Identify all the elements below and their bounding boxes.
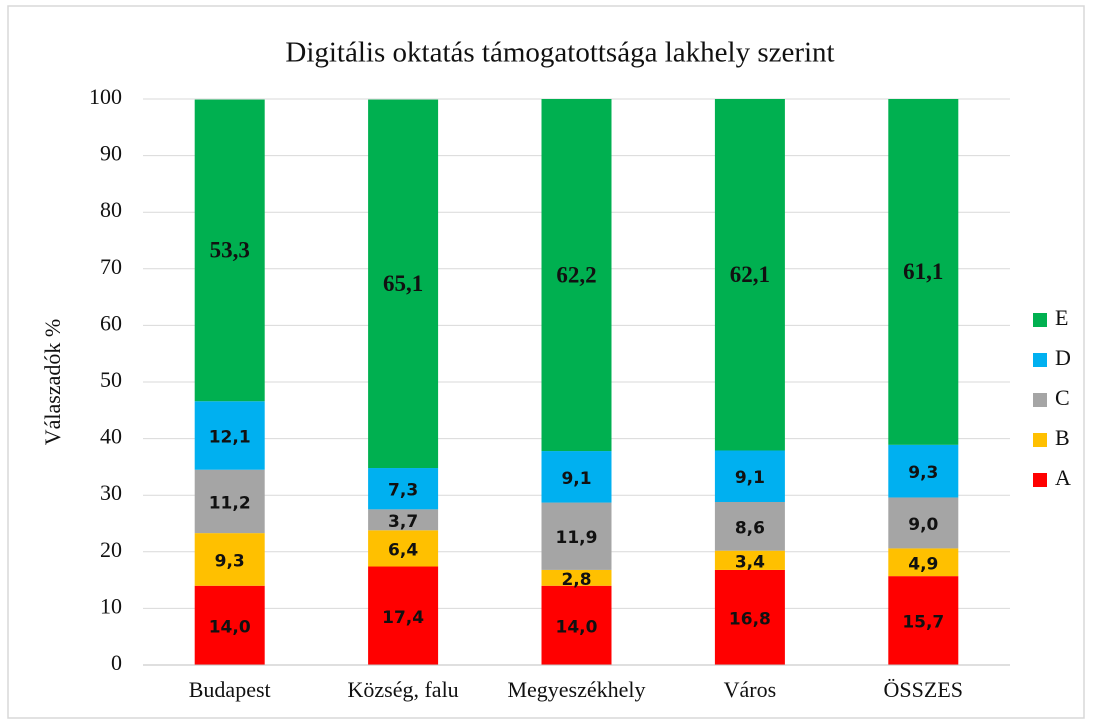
y-tick-label: 20: [100, 537, 122, 562]
bar-segment: [714, 550, 785, 570]
bar-segment: [541, 502, 612, 570]
value-label: 3,4: [735, 552, 765, 572]
legend-label: C: [1055, 385, 1070, 410]
value-label: 9,3: [215, 551, 245, 571]
x-tick-label: Város: [724, 677, 777, 702]
bar-segment: [888, 99, 959, 445]
value-label: 9,1: [735, 468, 765, 488]
bar-segment: [541, 585, 612, 665]
bar-segment: [714, 450, 785, 502]
y-tick-label: 0: [111, 650, 122, 675]
value-label: 17,4: [382, 608, 424, 628]
x-tick-label: Község, falu: [348, 677, 459, 702]
legend-swatch: [1033, 433, 1047, 447]
value-label: 3,7: [388, 512, 418, 532]
bar-segment: [194, 469, 265, 534]
y-tick-label: 50: [100, 367, 122, 392]
value-label: 8,6: [735, 518, 765, 538]
legend-swatch: [1033, 473, 1047, 487]
bar-segment: [368, 530, 439, 567]
x-tick-label: Budapest: [189, 677, 271, 702]
bar-segment: [714, 569, 785, 665]
value-label: 7,3: [388, 481, 418, 501]
value-label: 14,0: [556, 617, 598, 637]
value-label: 12,1: [209, 427, 251, 447]
bar-segment: [368, 468, 439, 510]
y-tick-label: 70: [100, 254, 122, 279]
value-label: 65,1: [383, 271, 423, 296]
value-label: 11,2: [209, 493, 251, 513]
legend-swatch: [1033, 353, 1047, 367]
legend-label: B: [1055, 425, 1070, 450]
y-tick-label: 10: [100, 593, 122, 618]
x-tick-label: Megyeszékhely: [507, 677, 645, 702]
bar-segment: [194, 401, 265, 470]
value-label: 14,0: [209, 617, 251, 637]
value-label: 9,3: [908, 463, 938, 483]
value-label: 61,1: [903, 259, 943, 284]
bar-segment: [888, 576, 959, 665]
value-label: 9,1: [561, 469, 591, 489]
bar-segment: [541, 451, 612, 503]
bar-segment: [714, 99, 785, 451]
value-label: 62,2: [556, 262, 596, 287]
bar-segment: [541, 99, 612, 452]
value-label: 16,8: [729, 609, 771, 629]
y-tick-label: 40: [100, 424, 122, 449]
legend-label: A: [1055, 465, 1071, 490]
bar-segment: [368, 509, 439, 531]
bar-segment: [368, 99, 439, 469]
bar-segment: [888, 548, 959, 577]
bar-segment: [368, 566, 439, 665]
legend-swatch: [1033, 393, 1047, 407]
y-tick-label: 60: [100, 310, 122, 335]
bar-segment: [888, 444, 959, 498]
y-axis-label: Válaszadók %: [40, 319, 65, 445]
x-tick-label: ÖSSZES: [884, 677, 963, 702]
bar-segment: [888, 497, 959, 549]
y-tick-label: 100: [89, 84, 122, 109]
value-label: 2,8: [561, 570, 591, 590]
value-label: 62,1: [730, 262, 770, 287]
value-label: 15,7: [902, 613, 944, 633]
value-label: 9,0: [908, 515, 938, 535]
y-tick-label: 80: [100, 197, 122, 222]
value-label: 53,3: [210, 238, 250, 263]
value-label: 4,9: [908, 554, 938, 574]
bar-segment: [194, 585, 265, 665]
y-tick-label: 90: [100, 141, 122, 166]
legend-label: E: [1055, 305, 1068, 330]
value-label: 6,4: [388, 540, 418, 560]
bar-segment: [194, 99, 265, 402]
bar-segment: [194, 533, 265, 586]
bar-segment: [714, 501, 785, 551]
value-label: 11,9: [556, 528, 598, 548]
legend-swatch: [1033, 313, 1047, 327]
y-tick-label: 30: [100, 480, 122, 505]
bar-segment: [541, 569, 612, 586]
legend-label: D: [1055, 345, 1071, 370]
chart-title: Digitális oktatás támogatottsága lakhely…: [285, 37, 834, 69]
